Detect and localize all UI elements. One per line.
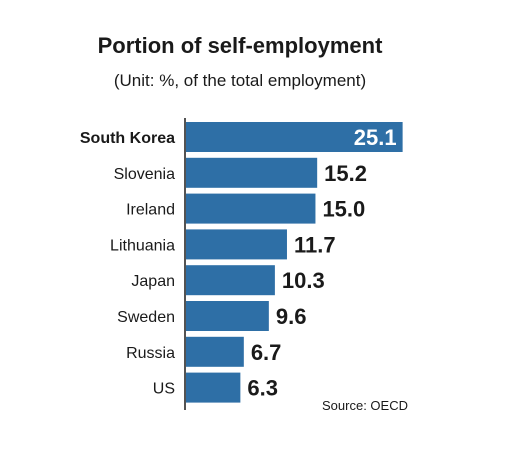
- category-label: Slovenia: [114, 166, 175, 183]
- bar-sweden: [186, 301, 269, 331]
- value-label: 15.0: [322, 197, 365, 222]
- value-label: 15.2: [324, 161, 367, 186]
- category-label: Lithuania: [110, 237, 175, 254]
- value-label: 6.3: [247, 376, 278, 401]
- category-label: South Korea: [80, 130, 175, 147]
- source-note: Source: OECD: [322, 398, 408, 413]
- category-label: Russia: [126, 345, 175, 362]
- category-label: US: [153, 381, 175, 398]
- bar-ireland: [186, 193, 316, 224]
- value-label: 11.7: [294, 232, 336, 257]
- category-label: Ireland: [126, 202, 175, 219]
- bar-japan: [186, 265, 275, 296]
- chart-subtitle: (Unit: %, of the total employment): [114, 71, 366, 90]
- value-label: 9.6: [276, 304, 307, 329]
- category-label: Japan: [131, 273, 175, 290]
- value-label: 6.7: [251, 340, 282, 365]
- chart-title: Portion of self-employment: [98, 33, 383, 58]
- bar-lithuania: [186, 229, 287, 260]
- value-label: 25.1: [354, 125, 397, 150]
- bar-us: [186, 372, 241, 403]
- value-label: 10.3: [282, 268, 325, 293]
- bar-russia: [186, 336, 244, 367]
- bars-group: South Korea 25.1 Slovenia 15.2 Ireland 15.0 Li…: [80, 122, 403, 403]
- category-label: Sweden: [117, 309, 175, 326]
- bar-south-korea: [186, 122, 403, 152]
- bar-slovenia: [186, 157, 318, 188]
